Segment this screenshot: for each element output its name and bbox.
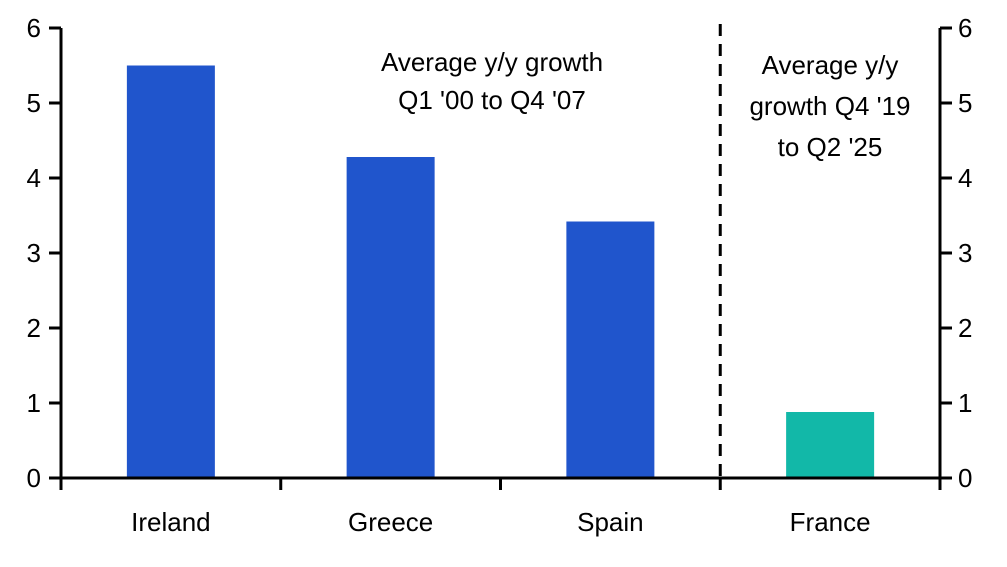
annotation-line: Q1 '00 to Q4 '07 (398, 85, 586, 115)
category-label: France (790, 507, 871, 537)
right-tick-label: 2 (958, 313, 972, 343)
bar-greece (346, 157, 435, 478)
right-tick-label: 6 (958, 13, 972, 43)
right-tick-label: 0 (958, 463, 972, 493)
bar-france (786, 412, 875, 478)
left-axis: 0 1 2 3 4 5 6 (27, 13, 942, 493)
annotation-line: growth Q4 '19 (749, 91, 910, 121)
bar-spain (566, 221, 655, 478)
left-tick-label: 6 (27, 13, 41, 43)
right-axis: 0 1 2 3 4 5 6 (940, 13, 972, 493)
category-label: Spain (577, 507, 644, 537)
bars (126, 65, 875, 478)
annotation-line: to Q2 '25 (778, 132, 883, 162)
right-tick-label: 3 (958, 238, 972, 268)
right-tick-label: 1 (958, 388, 972, 418)
left-tick-label: 5 (27, 88, 41, 118)
annotation-line: Average y/y growth (381, 47, 603, 77)
annotation-left-period: Average y/y growth Q1 '00 to Q4 '07 (381, 47, 603, 115)
left-tick-label: 0 (27, 463, 41, 493)
annotation-background (730, 44, 930, 174)
category-labels: Ireland Greece Spain France (131, 507, 870, 537)
left-tick-label: 1 (27, 388, 41, 418)
category-label: Greece (348, 507, 433, 537)
annotation-right-period: Average y/y growth Q4 '19 to Q2 '25 (730, 44, 930, 174)
right-tick-label: 5 (958, 88, 972, 118)
left-tick-label: 4 (27, 163, 41, 193)
annotation-line: Average y/y (762, 50, 899, 80)
category-label: Ireland (131, 507, 211, 537)
left-tick-label: 2 (27, 313, 41, 343)
left-tick-label: 3 (27, 238, 41, 268)
right-tick-label: 4 (958, 163, 972, 193)
bar-ireland (126, 65, 215, 478)
